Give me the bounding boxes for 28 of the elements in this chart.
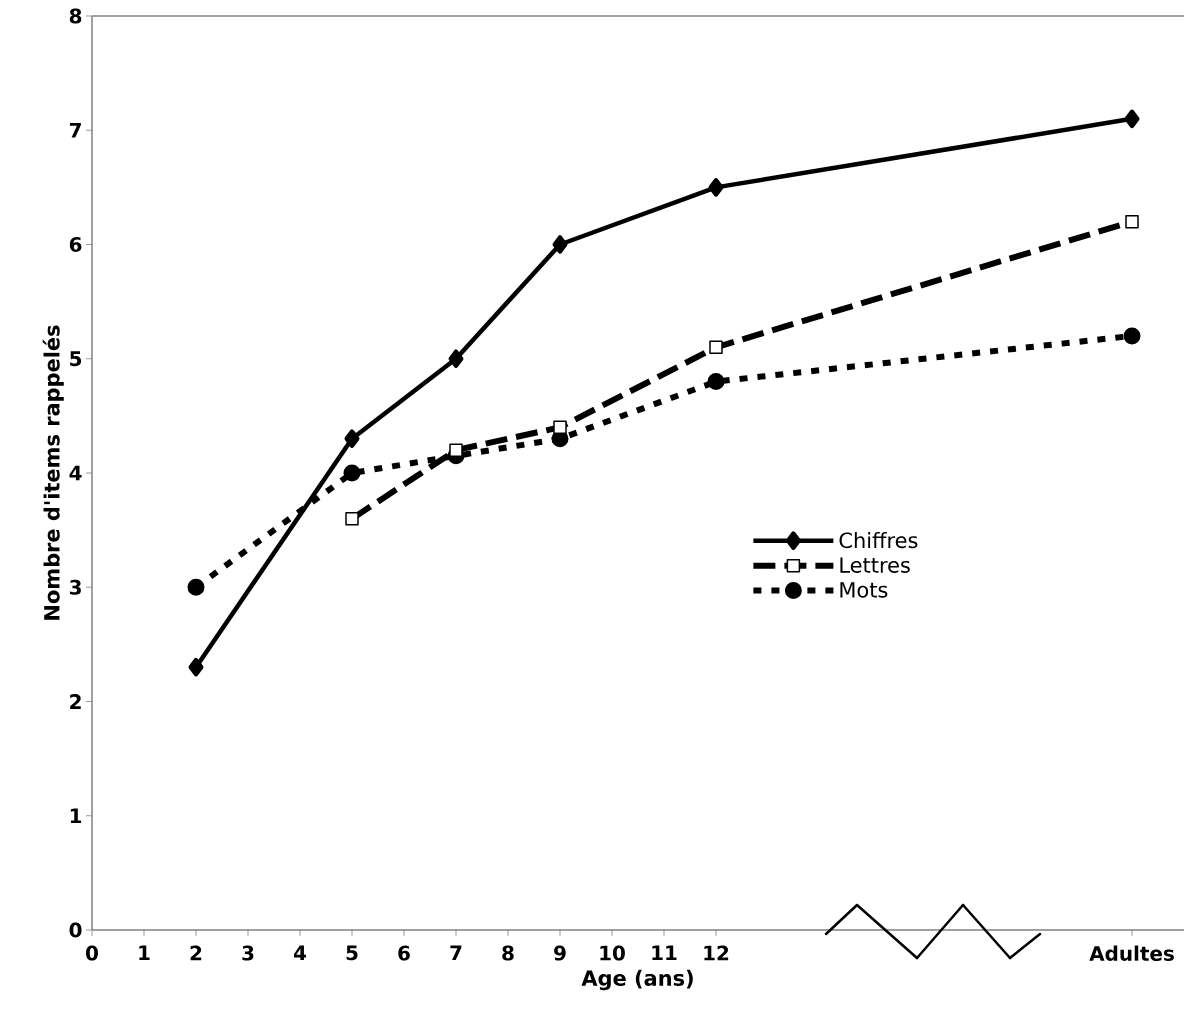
y-tick-label: 0 <box>69 922 82 938</box>
y-tick-label: 3 <box>69 579 81 595</box>
x-tick-label: 3 <box>242 945 254 961</box>
legend-label: Chiffres <box>839 532 918 549</box>
x-tick-label: 10 <box>600 945 625 961</box>
x-tick-label: 9 <box>554 945 566 961</box>
x-tick-label: 5 <box>346 945 358 961</box>
x-tick-label: 4 <box>293 945 307 961</box>
y-tick-label: 4 <box>69 465 82 481</box>
x-tick-label: 11 <box>652 945 677 961</box>
x-tick-label: Adultes <box>1089 945 1174 961</box>
legend-label: Mots <box>840 582 888 598</box>
x-tick-label: 8 <box>502 945 514 961</box>
x-tick-label: 6 <box>398 945 410 961</box>
y-tick-label: 2 <box>70 694 81 709</box>
y-tick-label: 8 <box>69 8 82 24</box>
y-tick-label: 5 <box>70 351 82 367</box>
y-axis-title: Nombre d'items rappelés <box>42 325 64 620</box>
x-tick-label: 1 <box>139 945 150 961</box>
legend-label: Lettres <box>840 557 910 573</box>
x-axis-title: Age (ans) <box>581 969 693 991</box>
y-tick-label: 6 <box>69 236 82 253</box>
x-tick-label: 12 <box>704 945 729 961</box>
x-tick-label: 2 <box>190 945 202 961</box>
x-tick-label: 0 <box>86 945 98 961</box>
y-tick-label: 1 <box>70 808 82 824</box>
x-tick-label: 7 <box>450 945 462 961</box>
y-tick-label: 7 <box>69 122 81 138</box>
